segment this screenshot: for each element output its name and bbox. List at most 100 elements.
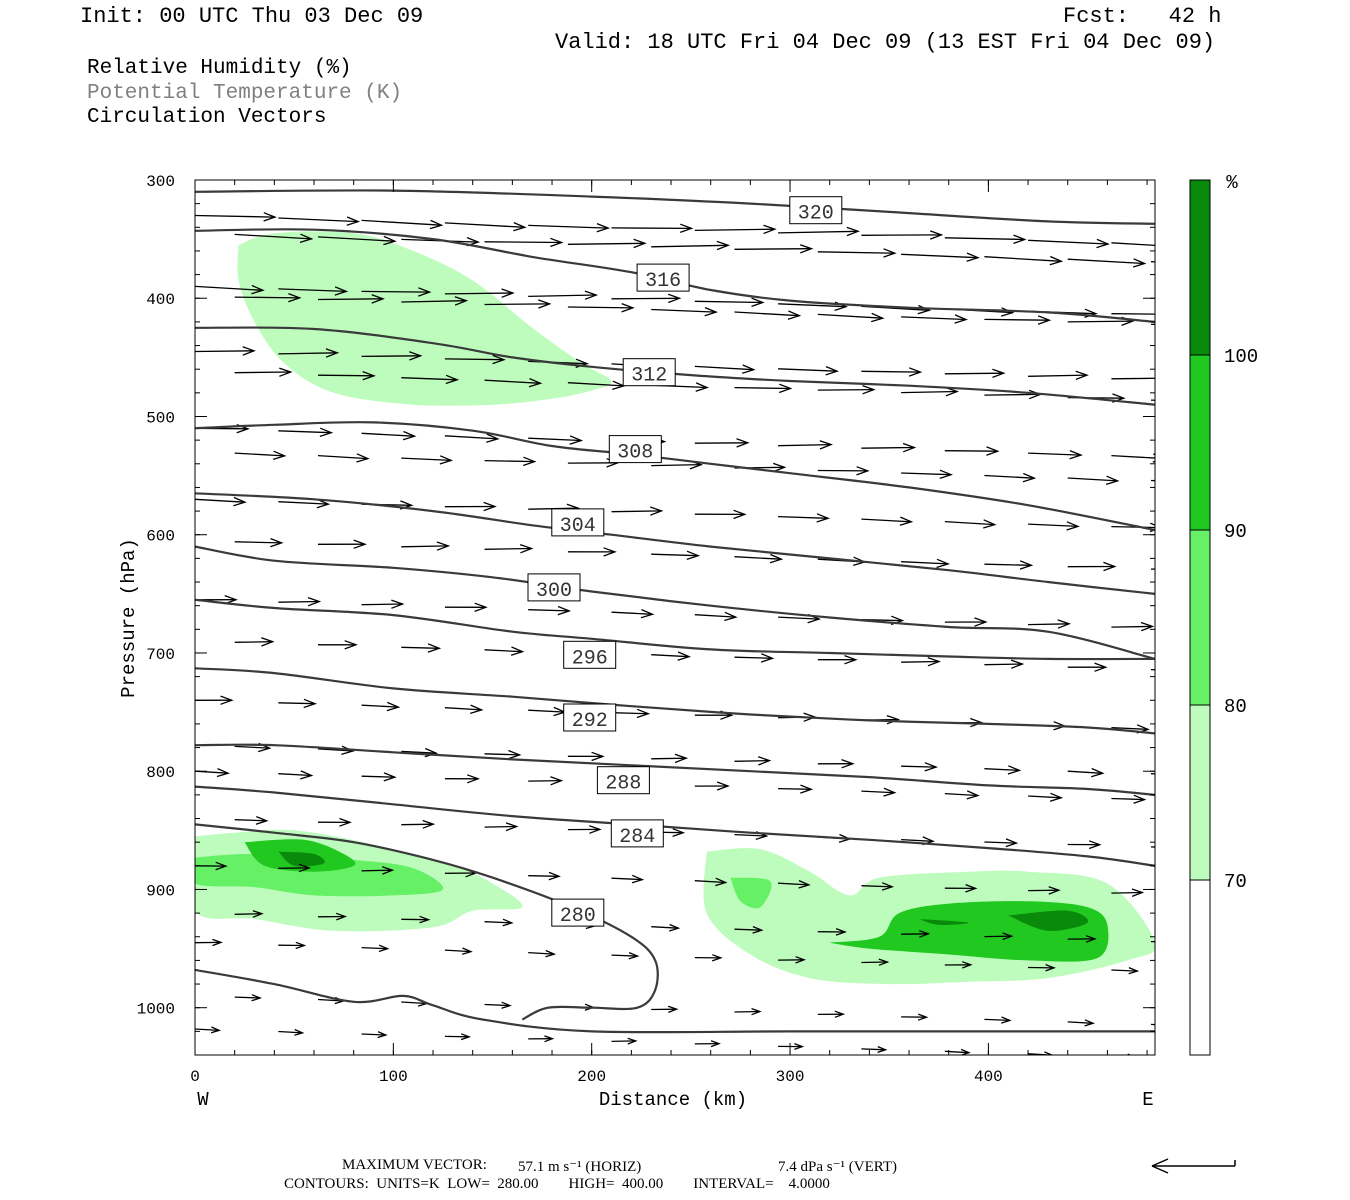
circulation-vector-164 xyxy=(901,762,939,772)
circulation-vector-176 xyxy=(861,787,897,797)
isentrope-288 xyxy=(195,743,1155,796)
circulation-vector-159 xyxy=(484,749,522,760)
colorbar-label-70: 70 xyxy=(1224,871,1247,893)
circulation-vector-63 xyxy=(484,378,543,388)
circulation-vector-83 xyxy=(1111,453,1155,463)
circulation-vector-233 xyxy=(651,1005,679,1014)
circulation-vector-198 xyxy=(694,877,728,887)
circulation-vector-141 xyxy=(984,659,1025,669)
max-vector-label: MAXIMUM VECTOR: xyxy=(342,1157,487,1173)
y-tick-label-400: 400 xyxy=(146,291,175,309)
circulation-vector-124 xyxy=(528,605,572,616)
circulation-vector-139 xyxy=(817,654,858,665)
colorbar-label-90: 90 xyxy=(1224,521,1247,543)
circulation-vector-28 xyxy=(528,290,599,300)
circulation-vector-61 xyxy=(317,370,376,381)
circulation-vector-147 xyxy=(444,704,484,715)
circulation-vector-92 xyxy=(901,469,953,480)
circulation-vector-27 xyxy=(444,288,515,298)
circulation-vector-12 xyxy=(234,233,314,244)
isentrope-label-284: 284 xyxy=(610,819,664,849)
circulation-vector-224 xyxy=(861,958,890,966)
circulation-vector-222 xyxy=(694,954,723,962)
circulation-vector-21 xyxy=(984,255,1064,266)
circulation-vector-226 xyxy=(1028,963,1056,972)
circulation-vector-238 xyxy=(1067,1019,1095,1027)
circulation-vector-18 xyxy=(734,244,814,254)
circulation-vector-57 xyxy=(944,368,1006,379)
isentrope-label-text: 312 xyxy=(631,365,667,388)
circulation-vector-202 xyxy=(1028,886,1061,895)
circulation-vector-37 xyxy=(317,294,385,304)
circulation-vector-190 xyxy=(1067,840,1102,850)
circulation-vector-125 xyxy=(611,609,655,619)
circulation-vector-40 xyxy=(567,302,635,313)
circulation-vector-205 xyxy=(317,912,348,921)
circulation-vector-219 xyxy=(444,947,473,955)
circulation-vector-103 xyxy=(778,513,830,523)
isentrope-label-layer: 320 316 312 308 304 300 296 292 288 284 280 xyxy=(527,196,843,928)
circulation-vector-203 xyxy=(1111,888,1145,898)
circulation-vector-181 xyxy=(317,817,352,827)
circulation-vector-0 xyxy=(195,212,277,222)
circulation-vector-108 xyxy=(234,537,284,548)
circulation-vector-15 xyxy=(484,237,564,248)
circulation-vector-145 xyxy=(278,698,318,709)
circulation-vector-172 xyxy=(528,776,564,786)
circulation-vector-228 xyxy=(234,994,263,1002)
circulation-vector-223 xyxy=(778,956,806,964)
reference-vector-arrow xyxy=(1151,1158,1236,1174)
isentrope-label-308: 308 xyxy=(608,435,662,465)
plot-frame xyxy=(194,179,1156,1056)
colorbar-segment-2 xyxy=(1189,529,1211,706)
isentrope-label-288: 288 xyxy=(596,766,650,796)
circulation-vector-184 xyxy=(567,825,602,834)
circulation-vector-220 xyxy=(528,949,557,958)
circulation-vector-111 xyxy=(484,543,534,554)
circulation-vector-10 xyxy=(1028,238,1110,249)
circulation-vector-42 xyxy=(734,310,802,320)
circulation-vector-38 xyxy=(401,296,469,306)
circulation-vector-layer xyxy=(195,212,1155,1055)
circulation-vector-87 xyxy=(484,456,537,467)
x-tick-label-100: 100 xyxy=(379,1068,408,1086)
circulation-vector-214 xyxy=(1067,935,1097,943)
circulation-vector-177 xyxy=(944,790,980,800)
circulation-vector-171 xyxy=(444,774,480,784)
isentrope-280 xyxy=(195,823,659,1021)
circulation-vector-213 xyxy=(984,932,1014,941)
isentrope-lower-11 xyxy=(195,968,1155,1034)
isentrope-label-text: 316 xyxy=(645,270,681,293)
contour-info: CONTOURS: UNITS=K LOW= 280.00 HIGH= 400.… xyxy=(284,1176,830,1192)
circulation-vector-157 xyxy=(317,745,355,756)
rh-region-100-9 xyxy=(1008,910,1089,931)
rh-colorbar: 100 90 80 70 xyxy=(1189,179,1258,1056)
circulation-vector-163 xyxy=(817,758,855,769)
colorbar-segment-4 xyxy=(1189,879,1211,1056)
circulation-vector-60 xyxy=(234,367,293,377)
circulation-vector-123 xyxy=(444,602,488,613)
circulation-vector-231 xyxy=(484,1001,512,1009)
x-axis-label: Distance (km) xyxy=(599,1089,747,1111)
circulation-vector-39 xyxy=(484,299,552,309)
circulation-vector-246 xyxy=(694,1040,721,1048)
circulation-vector-199 xyxy=(778,880,811,889)
axes-layer: 300 400 500 600 700 800 900 1000 0 100 200 300 400 xyxy=(137,173,1155,1086)
circulation-vector-166 xyxy=(1067,767,1105,778)
circulation-vector-44 xyxy=(901,314,969,324)
circulation-vector-161 xyxy=(651,753,689,764)
isentrope-label-text: 300 xyxy=(536,580,572,603)
isentrope-284 xyxy=(195,785,1155,867)
circulation-vector-24 xyxy=(195,284,265,295)
y-axis-label: Pressure (hPa) xyxy=(118,538,140,698)
isentrope-label-text: 280 xyxy=(560,905,596,928)
y-tick-label-800: 800 xyxy=(146,764,175,782)
max-vector-horiz: 57.1 m s⁻¹ (HORIZ) xyxy=(518,1159,642,1175)
y-tick-label-500: 500 xyxy=(146,409,175,427)
circulation-vector-169 xyxy=(278,770,314,780)
circulation-vector-106 xyxy=(1028,521,1080,531)
circulation-vector-197 xyxy=(611,874,645,884)
circulation-vector-149 xyxy=(611,708,651,719)
circulation-vector-82 xyxy=(1028,449,1083,460)
circulation-vector-216 xyxy=(195,938,223,947)
